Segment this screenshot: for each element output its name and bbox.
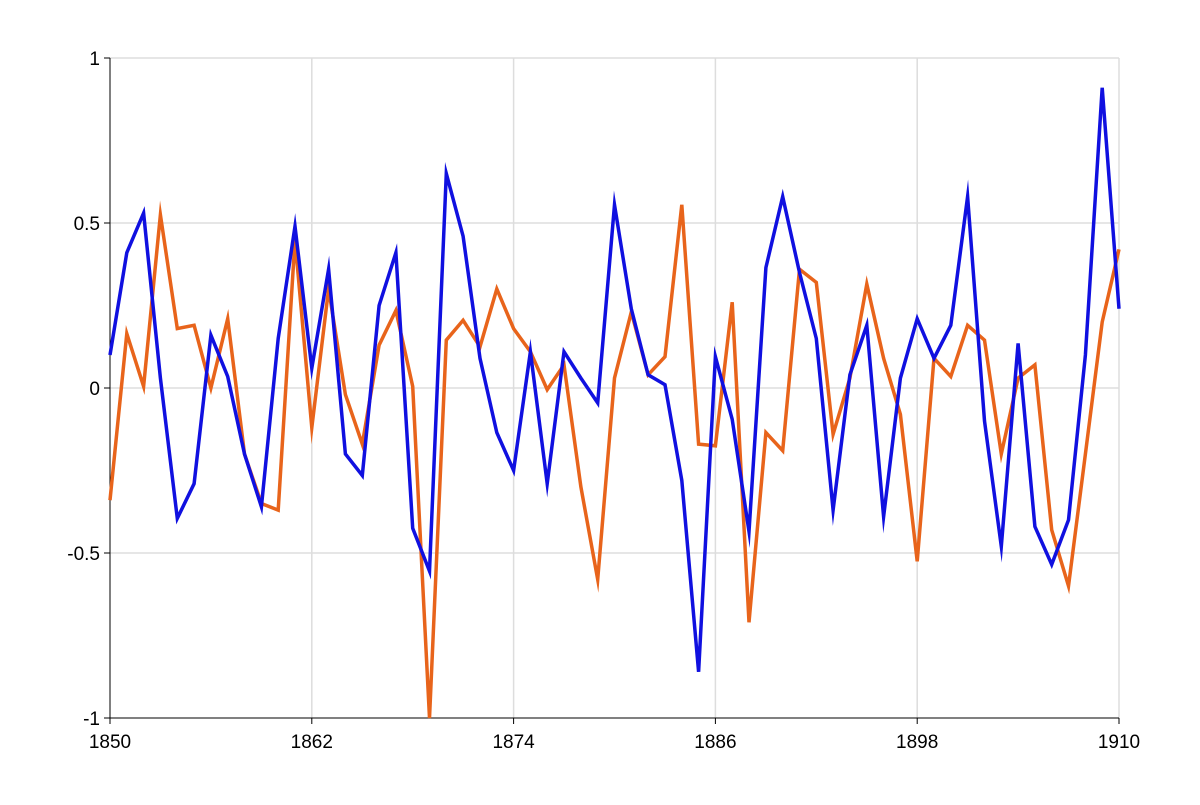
x-tick-label: 1850 [89,732,131,753]
x-tick-label: 1898 [896,732,938,753]
y-tick-label: -0.5 [67,544,100,565]
x-tick-label: 1874 [492,732,535,753]
x-tick-label: 1862 [291,732,333,753]
series-line-2 [108,87,1121,672]
axes [104,57,1120,724]
y-tick-label: 0.5 [74,214,100,235]
series-lines [108,87,1121,719]
tick-labels: 1850 1862 1874 1886 1898 1910 -1 -0.5 0 0.5 1 [67,49,1140,753]
y-tick-label: 1 [89,49,100,70]
y-tick-label: 0 [89,379,100,400]
x-tick-label: 1886 [694,732,736,753]
y-tick-label: -1 [83,709,100,730]
x-tick-label: 1910 [1098,732,1140,753]
series-line-1 [108,200,1121,719]
